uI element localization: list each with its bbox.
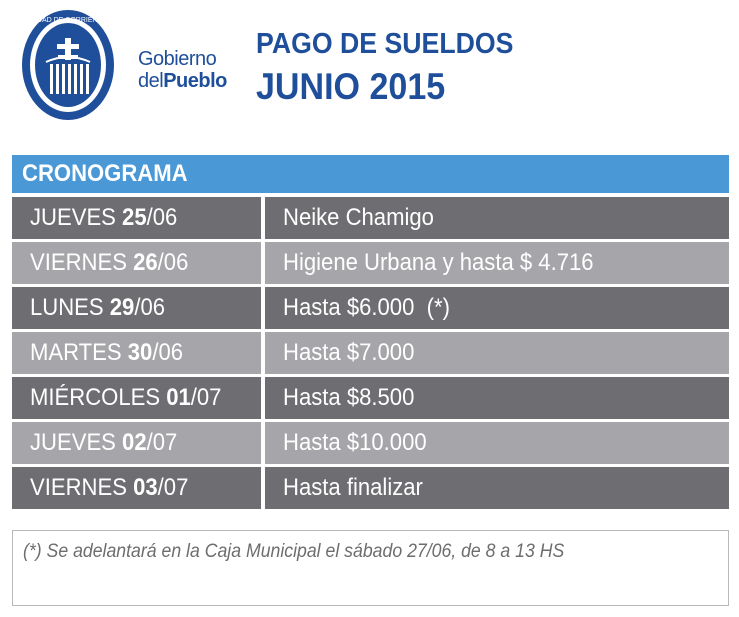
day-cell: MARTES 30/06 (12, 332, 261, 374)
day-cell: VIERNES 26/06 (12, 242, 261, 284)
date-month: /07 (146, 429, 178, 456)
day-cell: MIÉRCOLES 01/07 (12, 377, 261, 419)
date-day: 29 (109, 294, 135, 321)
desc-text: Higiene Urbana y hasta $ 4.716 (283, 249, 594, 276)
date-day: 26 (133, 249, 158, 276)
city-seal-icon: CIUDAD DE CORRIENTES (22, 10, 114, 120)
desc-cell: Hasta $8.500 (265, 377, 729, 419)
day-cell: JUEVES 25/06 (12, 197, 261, 239)
date-day: 30 (127, 339, 153, 366)
date-month: /06 (134, 294, 166, 321)
day-name: JUEVES (30, 204, 116, 231)
desc-text: Hasta $6.000 (*) (283, 294, 450, 321)
desc-text: Hasta $8.500 (283, 384, 415, 411)
title-line1: PAGO DE SUELDOS (256, 28, 514, 60)
desc-cell: Neike Chamigo (265, 197, 729, 239)
logo-wordmark: Gobierno delPueblo (138, 48, 227, 92)
day-name: JUEVES (30, 429, 116, 456)
schedule-table: JUEVES 25/06 Neike Chamigo VIERNES 26/06… (12, 197, 729, 512)
logo-line2-a: del (138, 70, 164, 92)
date-month: /07 (157, 474, 189, 501)
footnote-text: (*) Se adelantará en la Caja Municipal e… (23, 541, 565, 562)
date-month: /06 (146, 204, 178, 231)
date-month: /06 (157, 249, 189, 276)
title-line2: JUNIO 2015 (256, 66, 446, 107)
date-month: /07 (190, 384, 222, 411)
schedule-header: CRONOGRAMA (12, 155, 729, 193)
day-cell: JUEVES 02/07 (12, 422, 261, 464)
table-row: VIERNES 26/06 Higiene Urbana y hasta $ 4… (12, 242, 729, 284)
logo-line1: Gobierno (138, 48, 217, 70)
day-cell: LUNES 29/06 (12, 287, 261, 329)
footnote: (*) Se adelantará en la Caja Municipal e… (12, 530, 729, 606)
desc-cell: Hasta $10.000 (265, 422, 729, 464)
desc-text: Neike Chamigo (283, 204, 434, 231)
desc-cell: Higiene Urbana y hasta $ 4.716 (265, 242, 729, 284)
desc-cell: Hasta finalizar (265, 467, 729, 509)
logo-line2-b: Pueblo (163, 70, 227, 92)
desc-text: Hasta finalizar (283, 474, 423, 501)
table-row: MIÉRCOLES 01/07 Hasta $8.500 (12, 377, 729, 419)
day-cell: VIERNES 03/07 (12, 467, 261, 509)
day-name: VIERNES (30, 249, 127, 276)
logo: CIUDAD DE CORRIENTES Gobierno delPueblo (20, 8, 227, 124)
day-name: MARTES (30, 339, 122, 366)
date-day: 01 (166, 384, 191, 411)
schedule-header-label: CRONOGRAMA (22, 160, 188, 187)
day-name: LUNES (30, 294, 104, 321)
table-row: MARTES 30/06 Hasta $7.000 (12, 332, 729, 374)
logo-line2: delPueblo (138, 70, 227, 92)
desc-cell: Hasta $6.000 (*) (265, 287, 729, 329)
date-month: /06 (152, 339, 184, 366)
seal-ring-text: CIUDAD DE CORRIENTES (25, 17, 112, 24)
day-name: VIERNES (30, 474, 127, 501)
desc-cell: Hasta $7.000 (265, 332, 729, 374)
desc-text: Hasta $10.000 (283, 429, 427, 456)
table-row: LUNES 29/06 Hasta $6.000 (*) (12, 287, 729, 329)
table-row: JUEVES 02/07 Hasta $10.000 (12, 422, 729, 464)
table-row: VIERNES 03/07 Hasta finalizar (12, 467, 729, 509)
date-day: 03 (133, 474, 158, 501)
date-day: 25 (122, 204, 147, 231)
date-day: 02 (122, 429, 147, 456)
desc-text: Hasta $7.000 (283, 339, 415, 366)
table-row: JUEVES 25/06 Neike Chamigo (12, 197, 729, 239)
day-name: MIÉRCOLES (30, 384, 161, 411)
